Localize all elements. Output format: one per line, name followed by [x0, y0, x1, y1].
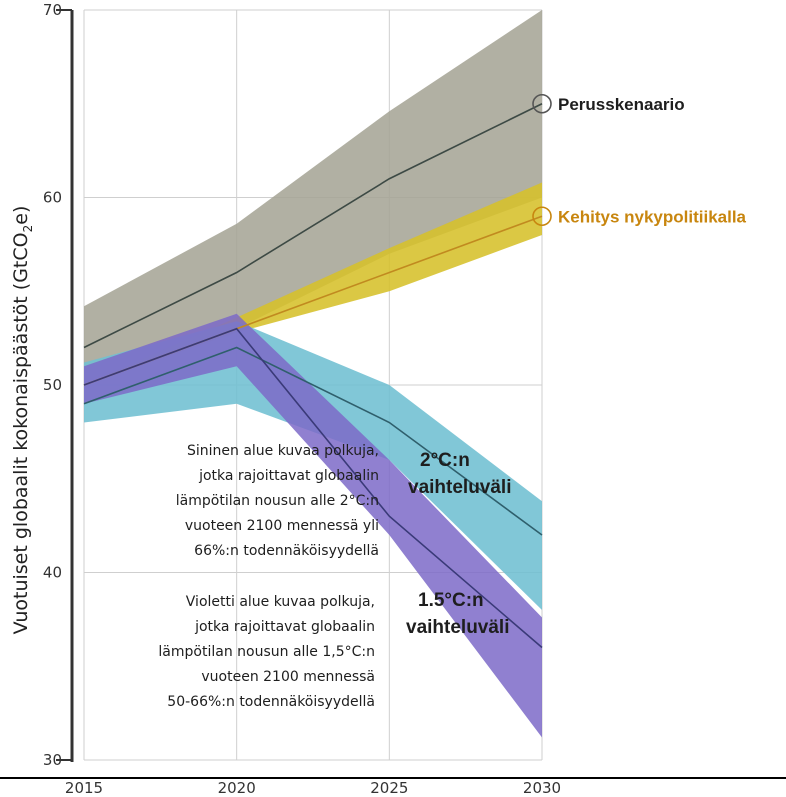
- y-axis-label-end: e): [10, 206, 32, 225]
- x-tick-label: 2015: [65, 779, 103, 797]
- axes: [0, 9, 786, 779]
- y-tick-label: 50: [43, 376, 62, 394]
- annotation-note-line: vuoteen 2100 mennessä: [201, 669, 375, 685]
- range-label-line: 2°C:n: [420, 450, 470, 471]
- series-labels: Perusskenaario Kehitys nykypolitiikalla: [532, 93, 747, 227]
- line-range-2c: [83, 346, 543, 536]
- range-label-line: vaihteluväli: [406, 617, 510, 638]
- range-label: 1.5°C:n vaihteluväli: [406, 590, 510, 638]
- y-tick-label: 70: [43, 1, 62, 19]
- y-axis-label-main: Vuotuiset globaalit kokonaispäästöt (GtC…: [10, 232, 32, 634]
- line-range-15c: [83, 327, 543, 649]
- annotation-note-line: Sininen alue kuvaa polkuja,: [187, 443, 379, 459]
- x-tick-label: 2030: [523, 779, 561, 797]
- series-label: Perusskenaario: [558, 95, 685, 114]
- y-tick-label: 60: [43, 189, 62, 207]
- annotation-notes: Sininen alue kuvaa polkuja, jotka rajoitt…: [158, 443, 379, 710]
- annotation-note-line: 66%:n todennäköisyydellä: [194, 543, 379, 559]
- band-range-15c: [84, 313, 542, 738]
- annotation-note-line: 50-66%:n todennäköisyydellä: [167, 694, 375, 710]
- range-label-line: vaihteluväli: [408, 477, 512, 498]
- y-axis-label: Vuotuiset globaalit kokonaispäästöt (GtC…: [10, 206, 35, 635]
- annotation-note-line: jotka rajoittavat globaalin: [198, 468, 379, 484]
- annotation-note-line: lämpötilan nousun alle 1,5°C:n: [158, 644, 375, 660]
- annotation-note-line: jotka rajoittavat globaalin: [194, 619, 375, 635]
- band-current-policy: [84, 182, 542, 385]
- y-axis-label-subscript: 2: [21, 225, 35, 233]
- y-tick-label: 40: [43, 564, 62, 582]
- annotation-note-line: vuoteen 2100 mennessä yli: [185, 518, 379, 534]
- series-marker: [532, 93, 552, 114]
- x-tick-labels: 2015 2020 2025 2030: [65, 779, 561, 797]
- x-tick-label: 2025: [370, 779, 408, 797]
- annotation-note-line: lämpötilan nousun alle 2°C:n: [176, 493, 379, 509]
- series-marker: [532, 206, 552, 227]
- y-tick-labels: 30 40 50 60 70: [43, 1, 62, 769]
- x-tick-label: 2020: [218, 779, 256, 797]
- band-range-2c: [84, 321, 542, 610]
- pathway-lines: [83, 103, 543, 649]
- annotation-note: Sininen alue kuvaa polkuja, jotka rajoitt…: [176, 443, 379, 559]
- range-label-line: 1.5°C:n: [418, 590, 484, 611]
- annotation-note-line: Violetti alue kuvaa polkuja,: [186, 594, 375, 610]
- y-tick-label: 30: [43, 751, 62, 769]
- range-label: 2°C:n vaihteluväli: [408, 450, 512, 498]
- range-labels: 2°C:n vaihteluväli 1.5°C:n vaihteluväli: [406, 450, 512, 638]
- series-label: Kehitys nykypolitiikalla: [558, 207, 747, 226]
- line-baseline: [83, 103, 543, 349]
- annotation-note: Violetti alue kuvaa polkuja, jotka rajoit…: [158, 594, 375, 710]
